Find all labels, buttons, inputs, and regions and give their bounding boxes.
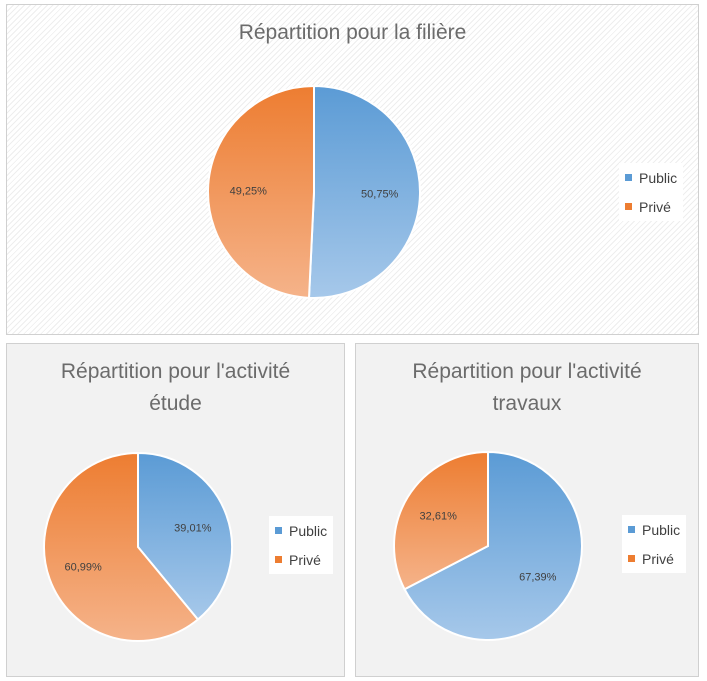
legend-swatch-public xyxy=(628,526,635,533)
legend-item-prive: Privé xyxy=(622,544,686,573)
legend-label-prive: Privé xyxy=(642,550,674,567)
legend-swatch-prive xyxy=(628,555,635,562)
legend-label-prive: Privé xyxy=(639,198,671,215)
pie-chart: 50,75% 49,25% xyxy=(207,84,421,299)
data-label-public: 39,01% xyxy=(174,522,212,534)
pie-slice-prive xyxy=(393,450,489,591)
legend-label-prive: Privé xyxy=(289,551,321,568)
legend-item-public: Public xyxy=(269,516,333,545)
pie-chart: 39,01% 60,99% xyxy=(43,451,233,642)
legend-swatch-public xyxy=(625,174,632,181)
legend-item-public: Public xyxy=(622,515,686,544)
chart-travaux: Répartition pour l'activité travaux 67,3… xyxy=(355,343,699,677)
legend-item-prive: Privé xyxy=(269,545,333,574)
legend-swatch-prive xyxy=(625,203,632,210)
pie-slice-public xyxy=(137,451,233,621)
pie-chart: 67,39% 32,61% xyxy=(393,450,583,641)
pie-slice-prive xyxy=(43,451,200,642)
pie-slice-prive xyxy=(207,84,315,299)
data-label-prive: 49,25% xyxy=(230,185,268,197)
legend-item-public: Public xyxy=(619,163,683,192)
legend-swatch-prive xyxy=(275,556,282,563)
chart-title: Répartition pour la filière xyxy=(238,21,467,44)
legend-swatch-public xyxy=(275,527,282,534)
data-label-public: 50,75% xyxy=(361,189,399,201)
chart-title: Répartition pour l'activité travaux xyxy=(412,360,642,415)
chart-title: Répartition pour l'activité étude xyxy=(60,360,291,415)
data-label-prive: 60,99% xyxy=(65,562,103,574)
chart-filiere: Répartition pour la filière 50,75% 49,25%… xyxy=(6,4,699,335)
data-label-public: 67,39% xyxy=(519,571,557,583)
legend: Public Privé xyxy=(622,515,687,573)
legend: Public Privé xyxy=(269,516,334,574)
chart-etude: Répartition pour l'activité étude 39,01%… xyxy=(6,343,345,677)
legend-item-prive: Privé xyxy=(619,192,683,221)
pie-slice-public xyxy=(307,84,421,299)
data-label-prive: 32,61% xyxy=(420,511,458,523)
legend-label-public: Public xyxy=(639,169,678,186)
legend-label-public: Public xyxy=(642,521,681,538)
legend-label-public: Public xyxy=(289,522,328,539)
legend: Public Privé xyxy=(619,163,684,221)
pie-slice-public xyxy=(403,450,583,641)
